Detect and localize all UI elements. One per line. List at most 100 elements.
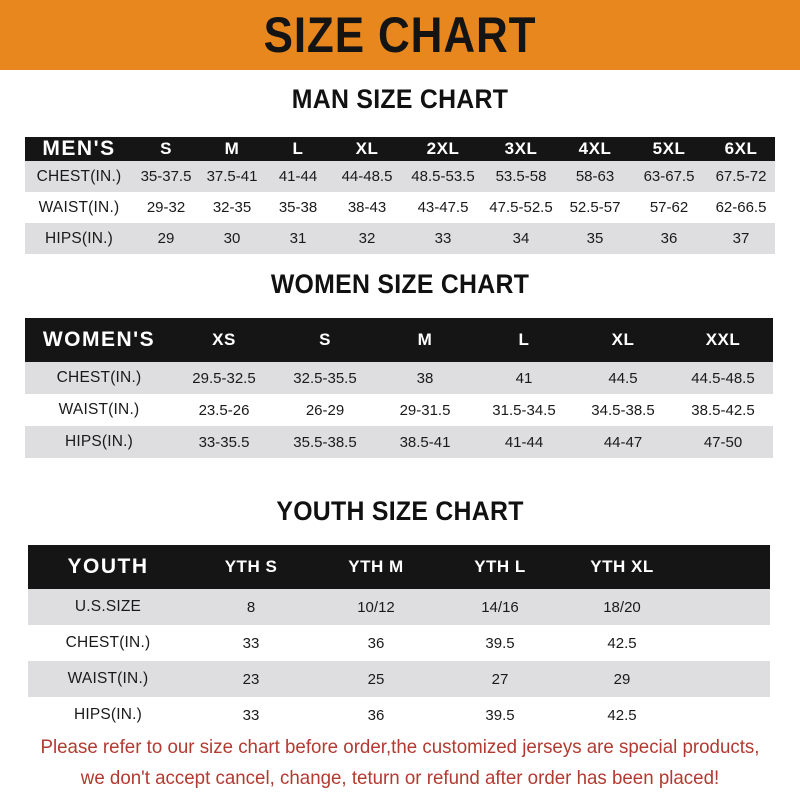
row-label: CHEST(IN.) (65, 634, 151, 651)
table-cell: 38.5-42.5 (691, 401, 755, 419)
table-cell: 41-44 (504, 433, 544, 451)
page-title: SIZE CHART (263, 7, 537, 63)
table-cell: 37 (732, 230, 750, 247)
page-banner: SIZE CHART (0, 0, 800, 70)
column-header: XXL (705, 330, 741, 349)
column-header: XL (355, 139, 379, 158)
table-cell: 36 (367, 634, 385, 652)
table-cell-spacer (682, 661, 770, 697)
table-row: CHEST(IN.) 33 36 39.5 42.5 (28, 625, 770, 661)
table-cell: 53.5-58 (495, 168, 547, 185)
table-cell: 62-66.5 (715, 199, 767, 216)
table-cell: 47.5-52.5 (489, 199, 553, 216)
women-section-title: WOMEN SIZE CHART (270, 269, 530, 299)
row-label: CHEST(IN.) (56, 369, 142, 386)
man-section-title: MAN SIZE CHART (291, 84, 509, 114)
table-cell: 67.5-72 (715, 168, 767, 185)
man-size-chart-table: MEN'S S M L XL 2XL 3XL 4XL 5XL 6XL CHEST… (25, 137, 775, 254)
table-cell: 35-37.5 (140, 168, 192, 185)
table-cell: 39.5 (485, 706, 515, 724)
table-cell: 29.5-32.5 (192, 369, 256, 387)
row-label-header: WOMEN'S (42, 328, 156, 351)
table-cell: 29 (157, 230, 175, 247)
table-cell: 44-48.5 (341, 168, 393, 185)
column-header: YTH L (474, 557, 526, 576)
table-header-row: YOUTH YTH S YTH M YTH L YTH XL (28, 545, 770, 589)
table-cell: 35.5-38.5 (293, 433, 357, 451)
column-header: M (417, 330, 433, 349)
table-cell: 37.5-41 (206, 168, 258, 185)
column-header: 2XL (426, 139, 460, 158)
row-label: WAIST(IN.) (67, 670, 149, 687)
table-cell-spacer (682, 697, 770, 733)
table-cell: 38.5-41 (399, 433, 451, 451)
table-cell: 33 (242, 706, 260, 724)
disclaimer-line-1: Please refer to our size chart before or… (40, 736, 760, 758)
table-row: HIPS(IN.) 29 30 31 32 33 34 35 36 37 (25, 223, 775, 254)
column-header: 3XL (504, 139, 538, 158)
table-cell: 44-47 (603, 433, 643, 451)
table-row: CHEST(IN.) 35-37.5 37.5-41 41-44 44-48.5… (25, 161, 775, 192)
table-header-row: MEN'S S M L XL 2XL 3XL 4XL 5XL 6XL (25, 137, 775, 161)
table-cell: 26-29 (305, 401, 345, 419)
table-cell: 58-63 (575, 168, 615, 185)
table-cell: 32.5-35.5 (293, 369, 357, 387)
table-cell: 44.5-48.5 (691, 369, 755, 387)
youth-section-title: YOUTH SIZE CHART (276, 496, 524, 526)
table-cell: 33 (434, 230, 452, 247)
table-cell: 25 (367, 670, 385, 688)
table-cell: 35 (586, 230, 604, 247)
row-label-header: YOUTH (67, 555, 149, 578)
table-cell: 38 (416, 369, 434, 387)
row-label-header: MEN'S (42, 137, 116, 160)
row-label: CHEST(IN.) (36, 167, 122, 185)
table-header-row: WOMEN'S XS S M L XL XXL (25, 318, 773, 362)
table-cell: 41-44 (278, 168, 318, 185)
table-cell: 57-62 (649, 199, 689, 216)
table-row: HIPS(IN.) 33 36 39.5 42.5 (28, 697, 770, 733)
column-header: XS (212, 330, 236, 349)
table-cell: 41 (515, 369, 533, 387)
table-cell: 42.5 (607, 706, 637, 724)
table-cell: 31.5-34.5 (492, 401, 556, 419)
column-header: 4XL (578, 139, 612, 158)
table-cell: 47-50 (703, 433, 743, 451)
column-header: YTH XL (590, 557, 654, 576)
table-cell: 23 (242, 670, 260, 688)
table-cell: 48.5-53.5 (411, 168, 475, 185)
row-label: HIPS(IN.) (44, 229, 114, 247)
column-header: 6XL (724, 139, 758, 158)
table-cell: 23.5-26 (198, 401, 250, 419)
table-cell: 32-35 (212, 199, 252, 216)
table-cell: 32 (358, 230, 376, 247)
column-header: YTH M (348, 557, 404, 576)
column-header-spacer (682, 545, 770, 589)
column-header: S (160, 139, 172, 158)
row-label: WAIST(IN.) (38, 198, 120, 216)
table-cell: 36 (660, 230, 678, 247)
table-cell: 29-32 (146, 199, 186, 216)
table-cell: 29-31.5 (399, 401, 451, 419)
table-cell: 14/16 (481, 598, 519, 616)
row-label: HIPS(IN.) (64, 433, 134, 450)
table-cell: 52.5-57 (569, 199, 621, 216)
youth-size-chart-table: YOUTH YTH S YTH M YTH L YTH XL U.S.SIZE … (28, 545, 770, 733)
row-label: HIPS(IN.) (73, 706, 143, 723)
table-cell: 33-35.5 (198, 433, 250, 451)
column-header: S (319, 330, 331, 349)
table-cell: 27 (491, 670, 509, 688)
table-cell: 36 (367, 706, 385, 724)
table-cell: 8 (246, 598, 256, 616)
table-cell: 18/20 (603, 598, 641, 616)
table-cell: 44.5 (608, 369, 638, 387)
table-cell: 43-47.5 (417, 199, 469, 216)
table-cell: 38-43 (347, 199, 387, 216)
table-cell: 10/12 (357, 598, 395, 616)
table-row: U.S.SIZE 8 10/12 14/16 18/20 (28, 589, 770, 625)
table-cell: 63-67.5 (643, 168, 695, 185)
table-cell: 34.5-38.5 (591, 401, 655, 419)
women-size-chart-table: WOMEN'S XS S M L XL XXL CHEST(IN.) 29.5-… (25, 318, 773, 458)
table-cell: 34 (512, 230, 530, 247)
table-cell: 42.5 (607, 634, 637, 652)
